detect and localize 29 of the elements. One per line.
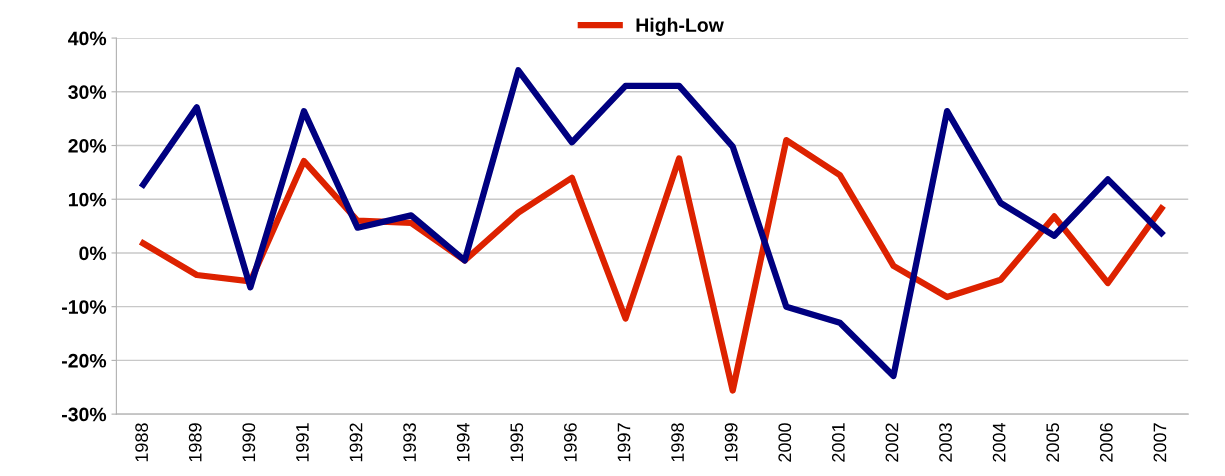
y-tick-label: 0% [79, 246, 107, 261]
y-tick-label: 10% [68, 192, 107, 207]
x-tick-label: 2005 [1046, 423, 1060, 462]
x-tick-label: 1992 [349, 423, 363, 462]
x-tick-label: 1989 [188, 423, 202, 462]
y-tick-label: 20% [68, 138, 107, 153]
x-tick-label: 1998 [671, 423, 684, 462]
x-tick-label: 2006 [1099, 423, 1113, 462]
x-tick-label: 2004 [992, 422, 1006, 462]
x-tick-label: 2003 [939, 423, 952, 462]
x-tick-label: 2002 [885, 423, 899, 462]
y-tick-label: -10% [62, 300, 107, 314]
y-tick-label: 40% [68, 31, 107, 46]
x-tick-label: 1988 [135, 423, 149, 462]
x-tick-label: 1999 [724, 423, 738, 462]
x-tick-label: 1993 [403, 423, 416, 462]
legend-label: High-Low [636, 17, 724, 36]
x-tick-label: 1995 [510, 423, 524, 462]
x-tick-label: 1994 [456, 422, 470, 462]
y-tick-label: -20% [62, 353, 107, 368]
x-tick-label: 2007 [1153, 423, 1167, 462]
x-tick-label: 2000 [778, 423, 792, 462]
x-tick-label: 2001 [831, 423, 845, 462]
x-tick-label: 1991 [296, 423, 309, 462]
y-tick-label: 30% [68, 85, 107, 100]
x-tick-label: 1996 [563, 423, 577, 462]
x-tick-label: 1990 [242, 423, 256, 462]
y-tick-label: -30% [62, 407, 107, 422]
x-tick-label: 1997 [617, 423, 631, 462]
